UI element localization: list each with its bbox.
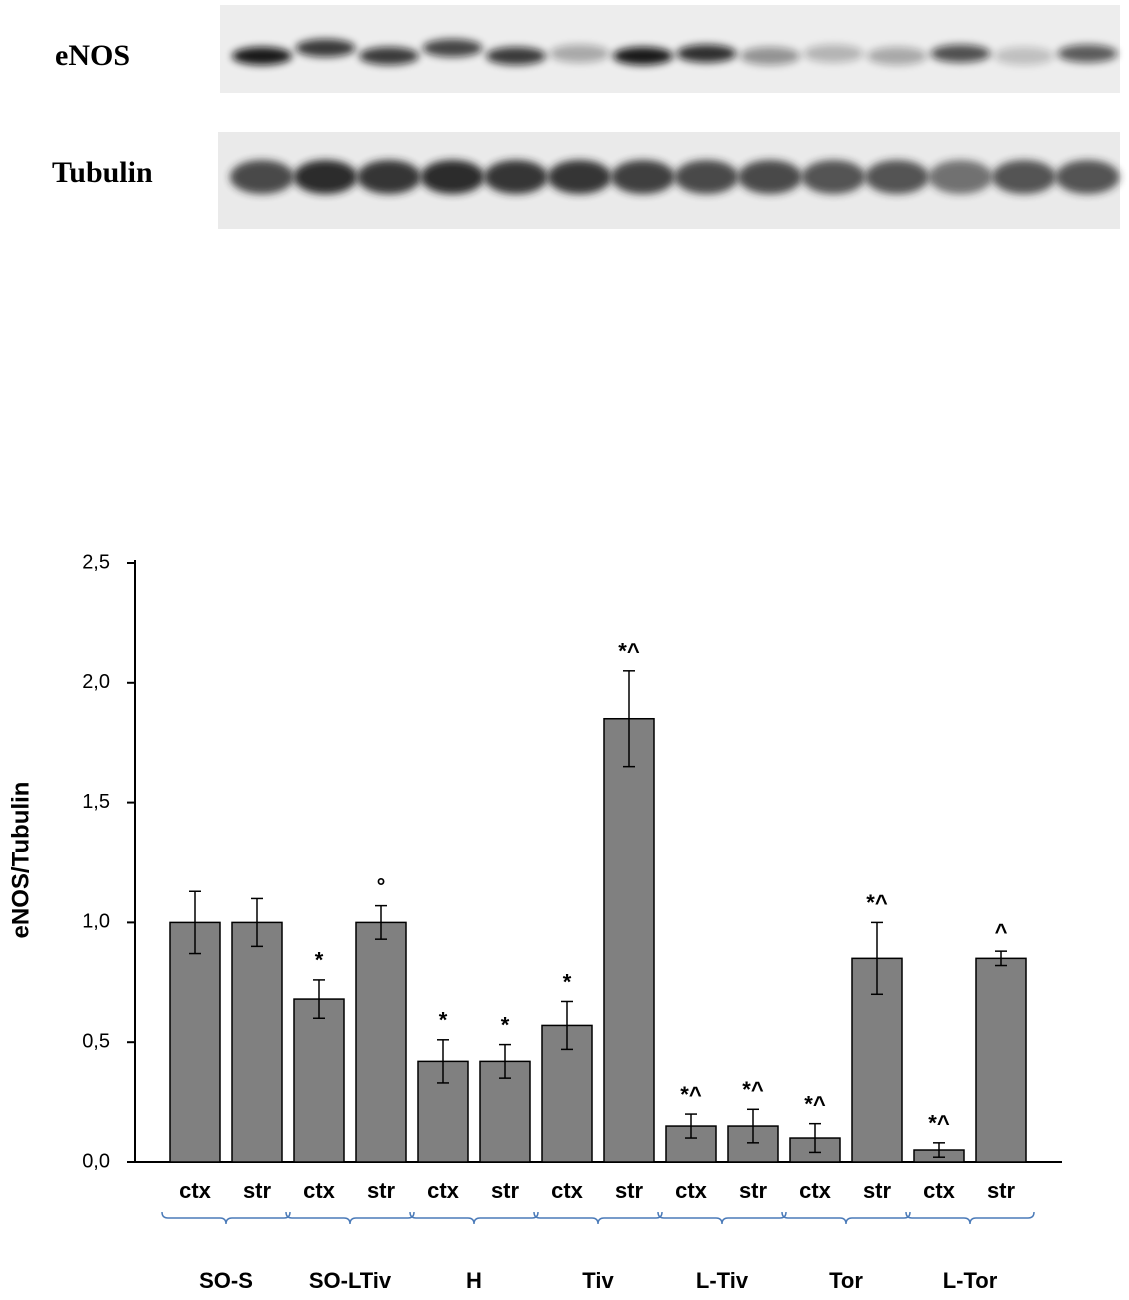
annotation: ° <box>377 873 386 898</box>
blot-band <box>930 44 991 63</box>
error-bar <box>375 904 387 940</box>
bar <box>169 921 221 1163</box>
blot-band <box>422 39 483 57</box>
blot-band <box>357 160 421 194</box>
blot-band <box>359 47 419 65</box>
group-brace <box>285 1211 415 1225</box>
x-tick-label: ctx <box>427 1178 460 1203</box>
group-brace <box>657 1211 787 1225</box>
blot-band <box>992 160 1056 194</box>
blot-band <box>293 160 358 194</box>
x-tick-label: str <box>739 1178 768 1203</box>
annotation: *^ <box>804 1091 826 1116</box>
bar <box>355 921 407 1163</box>
blot-band <box>803 44 864 63</box>
x-tick-label: ctx <box>675 1178 708 1203</box>
group-brace <box>905 1211 1035 1225</box>
blot-band <box>611 160 675 194</box>
y-tick-label: 2,5 <box>82 551 110 573</box>
annotation: *^ <box>928 1111 950 1136</box>
x-tick-label: ctx <box>551 1178 584 1203</box>
blot-band <box>486 47 546 65</box>
annotation: *^ <box>866 890 888 915</box>
blot-band <box>613 47 673 65</box>
bar <box>293 998 345 1163</box>
group-label: L-Tor <box>943 1268 998 1293</box>
error-bar <box>809 1122 821 1154</box>
error-bar <box>685 1113 697 1139</box>
annotation: ^ <box>995 919 1008 944</box>
y-tick-label: 2,0 <box>82 671 110 693</box>
annotation: * <box>501 1012 510 1037</box>
error-bar <box>251 897 263 948</box>
group-brace <box>533 1211 663 1225</box>
blot-band <box>230 160 294 194</box>
y-tick-label: 1,0 <box>82 911 110 933</box>
error-bar <box>189 890 201 955</box>
blot-label: Tubulin <box>52 156 153 189</box>
blot-band <box>547 160 612 194</box>
error-bar <box>995 950 1007 967</box>
group-brace <box>781 1211 911 1225</box>
blot-band <box>420 160 485 194</box>
blot-band <box>674 160 739 194</box>
blot-band <box>295 39 356 57</box>
annotation: * <box>439 1008 448 1033</box>
group-label: SO-S <box>199 1268 253 1293</box>
group-label: SO-LTiv <box>309 1268 392 1293</box>
blot-label: eNOS <box>55 39 130 72</box>
blot-band <box>801 160 866 194</box>
x-tick-label: str <box>367 1178 396 1203</box>
x-tick-label: str <box>243 1178 272 1203</box>
x-tick-label: str <box>987 1178 1016 1203</box>
x-tick-label: str <box>615 1178 644 1203</box>
blot-band <box>1055 160 1120 194</box>
bar <box>603 717 655 1163</box>
annotation: * <box>563 969 572 994</box>
x-tick-label: str <box>491 1178 520 1203</box>
error-bar <box>561 1000 573 1051</box>
annotation: *^ <box>680 1082 702 1107</box>
group-label: H <box>466 1268 482 1293</box>
blot-band <box>867 47 927 65</box>
bar <box>231 921 283 1163</box>
x-tick-label: ctx <box>303 1178 336 1203</box>
blot-band <box>928 160 993 194</box>
blot-band <box>865 160 929 194</box>
group-label: Tor <box>829 1268 863 1293</box>
x-tick-label: ctx <box>179 1178 212 1203</box>
error-bar <box>437 1039 449 1084</box>
annotation: * <box>315 948 324 973</box>
y-tick-label: 0,5 <box>82 1030 110 1052</box>
annotation: *^ <box>742 1077 764 1102</box>
blot-band <box>484 160 548 194</box>
group-brace <box>161 1211 291 1225</box>
error-bar <box>623 670 635 768</box>
error-bar <box>313 979 325 1019</box>
blot-band <box>738 160 802 194</box>
blot-band <box>232 47 292 65</box>
error-bar <box>747 1108 759 1144</box>
bar <box>975 957 1027 1163</box>
blot-band <box>740 47 800 65</box>
blot-band <box>676 44 737 63</box>
y-tick-label: 1,5 <box>82 791 110 813</box>
group-brace <box>409 1211 539 1225</box>
x-tick-label: ctx <box>799 1178 832 1203</box>
x-tick-label: str <box>863 1178 892 1203</box>
annotation: *^ <box>618 639 640 664</box>
blot-band <box>1057 44 1118 63</box>
error-bar <box>499 1043 511 1079</box>
y-axis-label: eNOS/Tubulin <box>7 782 34 939</box>
group-label: L-Tiv <box>696 1268 749 1293</box>
error-bar <box>871 921 883 996</box>
y-tick-label: 0,0 <box>82 1150 110 1172</box>
blot-bands <box>230 39 1120 194</box>
error-bar <box>933 1142 945 1158</box>
group-label: Tiv <box>582 1268 614 1293</box>
x-tick-label: ctx <box>923 1178 956 1203</box>
blot-band <box>549 44 610 63</box>
blot-band <box>994 47 1054 65</box>
